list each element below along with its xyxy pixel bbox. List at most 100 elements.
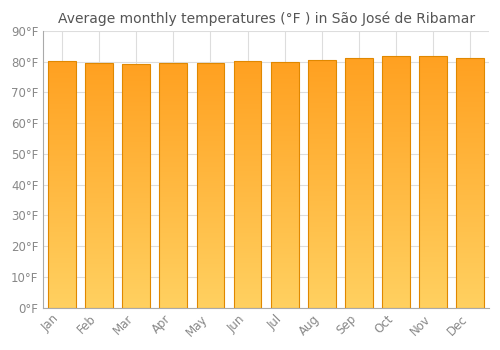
Bar xyxy=(160,252,187,254)
Bar xyxy=(420,130,447,131)
Bar xyxy=(122,227,150,229)
Bar xyxy=(382,232,410,233)
Bar xyxy=(196,130,224,131)
Bar xyxy=(160,283,187,284)
Bar xyxy=(308,177,336,179)
Bar xyxy=(308,124,336,126)
Bar xyxy=(48,93,76,95)
Bar xyxy=(122,192,150,193)
Bar xyxy=(85,112,113,113)
Bar xyxy=(271,84,298,85)
Bar xyxy=(48,89,76,91)
Bar xyxy=(308,246,336,247)
Bar xyxy=(271,124,298,125)
Bar xyxy=(308,253,336,254)
Bar xyxy=(196,172,224,173)
Bar xyxy=(420,227,447,228)
Bar xyxy=(456,203,484,204)
Bar xyxy=(48,119,76,120)
Bar xyxy=(420,230,447,231)
Bar xyxy=(85,266,113,267)
Bar xyxy=(420,209,447,211)
Bar xyxy=(271,78,298,79)
Bar xyxy=(85,281,113,282)
Bar xyxy=(122,100,150,101)
Bar xyxy=(160,261,187,262)
Bar xyxy=(85,95,113,96)
Bar xyxy=(234,106,262,107)
Bar xyxy=(382,178,410,180)
Bar xyxy=(271,91,298,93)
Bar xyxy=(48,146,76,147)
Bar xyxy=(420,233,447,235)
Bar xyxy=(420,97,447,99)
Bar xyxy=(234,290,262,292)
Bar xyxy=(85,198,113,199)
Bar xyxy=(196,74,224,75)
Bar xyxy=(234,210,262,211)
Bar xyxy=(345,138,373,139)
Bar xyxy=(196,126,224,127)
Bar xyxy=(271,138,298,139)
Bar xyxy=(160,249,187,250)
Bar xyxy=(308,220,336,221)
Bar xyxy=(345,104,373,105)
Bar xyxy=(456,173,484,174)
Bar xyxy=(234,163,262,165)
Bar xyxy=(196,213,224,215)
Bar xyxy=(48,288,76,289)
Bar xyxy=(48,223,76,224)
Bar xyxy=(420,114,447,115)
Bar xyxy=(271,144,298,146)
Bar xyxy=(85,159,113,160)
Bar xyxy=(160,178,187,179)
Bar xyxy=(308,248,336,250)
Bar xyxy=(271,264,298,265)
Bar xyxy=(85,66,113,67)
Bar xyxy=(196,233,224,234)
Bar xyxy=(382,289,410,290)
Bar xyxy=(382,62,410,63)
Bar xyxy=(196,196,224,197)
Bar xyxy=(382,122,410,123)
Bar xyxy=(420,240,447,241)
Bar xyxy=(85,205,113,206)
Bar xyxy=(234,301,262,303)
Bar xyxy=(308,274,336,275)
Bar xyxy=(308,283,336,284)
Bar xyxy=(271,155,298,156)
Bar xyxy=(48,97,76,98)
Bar xyxy=(85,188,113,189)
Bar xyxy=(234,82,262,84)
Bar xyxy=(271,169,298,170)
Bar xyxy=(271,178,298,180)
Bar xyxy=(122,244,150,245)
Bar xyxy=(271,113,298,115)
Bar xyxy=(308,288,336,289)
Bar xyxy=(456,292,484,293)
Bar xyxy=(234,193,262,194)
Bar xyxy=(160,227,187,228)
Bar xyxy=(271,183,298,185)
Bar xyxy=(122,285,150,286)
Bar xyxy=(122,177,150,178)
Bar xyxy=(234,61,262,63)
Bar xyxy=(420,125,447,126)
Bar xyxy=(234,148,262,149)
Bar xyxy=(234,119,262,120)
Bar xyxy=(160,78,187,80)
Bar xyxy=(234,188,262,189)
Bar xyxy=(308,123,336,124)
Bar xyxy=(234,114,262,116)
Bar xyxy=(345,155,373,156)
Bar xyxy=(308,186,336,188)
Bar xyxy=(345,236,373,238)
Bar xyxy=(345,111,373,113)
Bar xyxy=(234,94,262,96)
Bar xyxy=(382,148,410,149)
Bar xyxy=(160,304,187,305)
Bar xyxy=(456,276,484,278)
Bar xyxy=(345,269,373,270)
Bar xyxy=(271,98,298,99)
Bar xyxy=(382,173,410,175)
